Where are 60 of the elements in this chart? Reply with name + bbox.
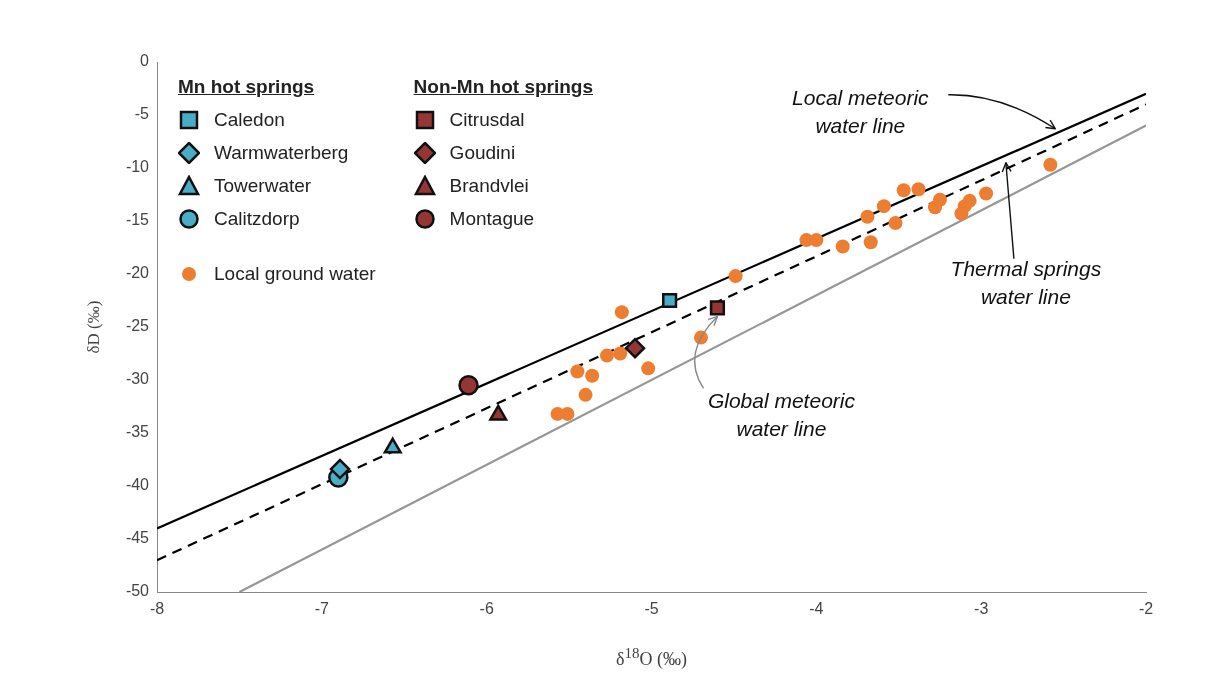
x-tick-label: -8 [149, 600, 165, 618]
annotation: Global meteoric water line [707, 389, 856, 441]
y-tick-label: -15 [125, 211, 150, 229]
point [613, 346, 628, 361]
point [458, 375, 479, 396]
legend-label: Warmwaterberg [214, 141, 349, 164]
point [709, 300, 726, 316]
point [1043, 157, 1058, 172]
point [560, 406, 575, 421]
x-tick-label: -7 [314, 600, 330, 618]
y-tick-label: -30 [125, 370, 150, 388]
point [600, 348, 614, 363]
point [614, 305, 629, 320]
y-tick-label: -20 [125, 264, 150, 282]
point [896, 183, 911, 198]
point [329, 458, 351, 480]
point [578, 387, 593, 402]
annotation: Thermal springs water line [950, 256, 1102, 308]
x-tick-label: -5 [644, 600, 659, 618]
x-tick-label: -6 [479, 600, 494, 618]
legend-label: Brandvlei [449, 174, 529, 197]
legend-label: Local ground water [214, 262, 376, 285]
point [624, 337, 646, 359]
legend-label: Montague [449, 207, 535, 230]
point [809, 233, 824, 248]
legend-label: Towerwater [214, 174, 312, 197]
point [641, 361, 656, 376]
point [911, 182, 926, 197]
point [835, 239, 850, 254]
point [860, 209, 875, 224]
point [932, 192, 947, 207]
x-tick-label: -2 [1138, 600, 1154, 618]
y-tick-label: -10 [125, 158, 150, 176]
y-tick-label: -50 [125, 582, 150, 600]
legend-label: Caledon [214, 108, 285, 131]
legend-label: Calitzdorp [214, 207, 300, 230]
x-tick-label: -4 [809, 600, 824, 618]
point [888, 216, 903, 231]
y-tick-label: 0 [140, 52, 150, 70]
y-tick-label: -45 [125, 529, 150, 547]
point [863, 235, 878, 250]
x-tick-label: -3 [974, 600, 989, 618]
y-tick-label: -25 [125, 317, 150, 335]
point [570, 364, 585, 379]
point [728, 269, 743, 284]
x-axis-title: δ$^{18}$O (‰) [615, 645, 688, 670]
annotation: Mn hot springs [178, 76, 316, 98]
legend-label: Goudini [449, 141, 516, 164]
annotation: Non-Mn hot springs [413, 76, 594, 98]
point [979, 186, 994, 201]
y-axis-title: δD (‰) [83, 300, 103, 354]
point [585, 368, 600, 383]
point [954, 206, 969, 221]
y-tick-label: -35 [125, 423, 150, 441]
y-tick-label: -40 [125, 476, 150, 494]
point [876, 199, 891, 214]
legend-label: Citrusdal [449, 108, 525, 131]
annotation: Local meteoric water line [792, 85, 930, 137]
point [662, 292, 678, 309]
y-tick-label: -5 [134, 105, 150, 123]
